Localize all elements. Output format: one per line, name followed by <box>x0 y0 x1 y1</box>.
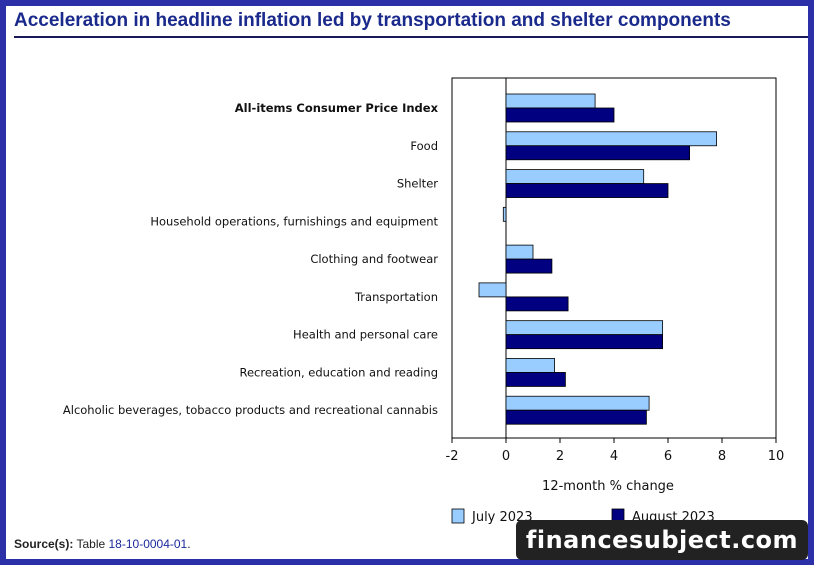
bar-august-2023 <box>505 409 647 425</box>
bar-july-2023 <box>505 244 534 260</box>
source-note: Source(s): Table 18-10-0004-01. <box>14 537 191 551</box>
category-label: Health and personal care <box>293 328 438 342</box>
bar-july-2023 <box>505 395 650 411</box>
source-text: Table <box>76 537 106 551</box>
x-tick-label: 8 <box>718 449 726 464</box>
bar-july-2023 <box>478 282 507 298</box>
category-label: Food <box>410 139 438 153</box>
bar-july-2023 <box>505 169 645 184</box>
category-label: All-items Consumer Price Index <box>235 101 439 115</box>
category-label: Household operations, furnishings and eq… <box>150 214 438 228</box>
bar-august-2023 <box>505 107 615 123</box>
chart-title: Acceleration in headline inflation led b… <box>14 10 731 31</box>
legend-swatch-july-2023 <box>451 508 465 524</box>
bar-august-2023 <box>505 372 566 387</box>
x-tick-label: 2 <box>556 449 564 464</box>
bar-august-2023 <box>505 296 569 312</box>
source-table-link[interactable]: 18-10-0004-01 <box>108 537 188 551</box>
source-end: . <box>187 537 191 551</box>
category-label: Alcoholic beverages, tobacco products an… <box>63 403 438 417</box>
category-label: Shelter <box>397 177 438 191</box>
x-tick-label: -2 <box>446 449 459 464</box>
category-label: Recreation, education and reading <box>240 365 439 379</box>
bar-august-2023 <box>505 258 553 274</box>
bar-august-2023 <box>505 334 664 350</box>
chart-panel: Acceleration in headline inflation led b… <box>6 6 808 560</box>
bar-july-2023 <box>505 320 664 336</box>
bar-july-2023 <box>505 93 596 109</box>
bar-july-2023 <box>502 206 507 222</box>
bar-chart: All-items Consumer Price Index Food Shelte… <box>63 77 785 525</box>
bar-july-2023 <box>505 131 718 147</box>
bar-august-2023 <box>505 145 691 161</box>
x-tick-label: 0 <box>502 449 510 464</box>
x-tick-label: 4 <box>610 449 618 464</box>
title-divider <box>14 36 808 38</box>
bar-august-2023 <box>505 183 669 198</box>
category-label: Transportation <box>354 290 438 304</box>
source-label: Source(s): <box>14 537 74 551</box>
category-label: Clothing and footwear <box>310 252 438 266</box>
x-tick-label: 10 <box>768 449 785 464</box>
bar-july-2023 <box>505 358 555 373</box>
x-tick-label: 6 <box>664 449 672 464</box>
watermark-logo: financesubject.com <box>516 520 808 560</box>
x-axis-title: 12-month % change <box>542 479 674 494</box>
